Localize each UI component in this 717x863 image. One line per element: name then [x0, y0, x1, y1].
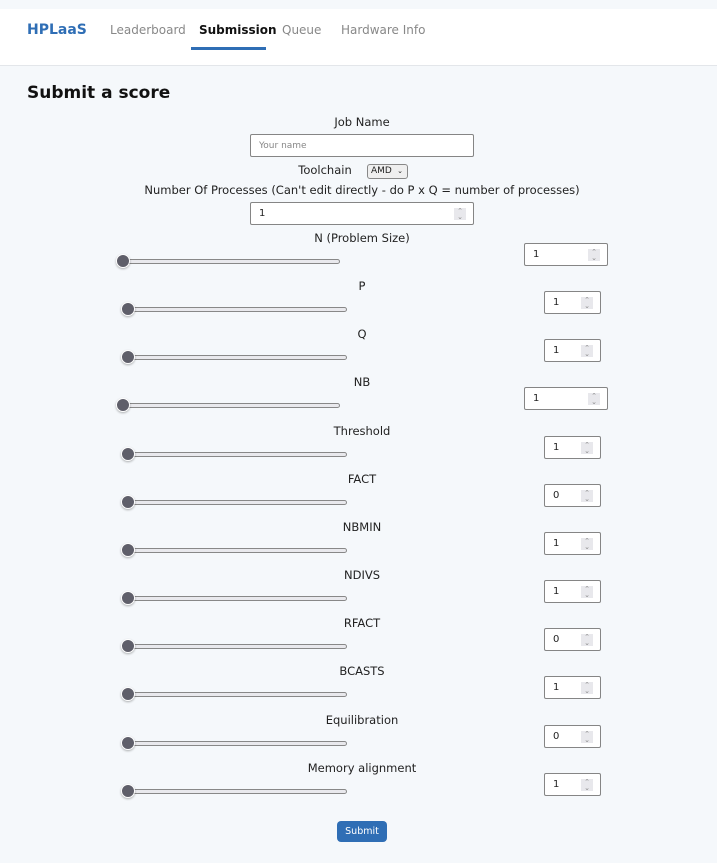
nb-value: 1	[533, 393, 540, 404]
bcasts-slider-thumb[interactable]	[121, 687, 135, 701]
equilibration-input[interactable]: 0 ⌃ ⌄	[544, 725, 601, 748]
ndivs-input[interactable]: 1 ⌃ ⌄	[544, 580, 601, 603]
nb-slider[interactable]	[118, 403, 340, 408]
fact-label: FACT	[347, 472, 377, 486]
equilibration-slider[interactable]	[123, 741, 347, 746]
fact-input[interactable]: 0 ⌃ ⌄	[544, 484, 601, 507]
q-label: Q	[357, 327, 367, 341]
p-label: P	[358, 279, 366, 293]
bcasts-value: 1	[553, 682, 560, 693]
spinner-icon[interactable]: ⌃ ⌄	[581, 585, 593, 598]
threshold-label: Threshold	[333, 424, 391, 438]
n-problem-size-value: 1	[533, 249, 540, 260]
rfact-slider-thumb[interactable]	[121, 639, 135, 653]
job-name-label: Job Name	[334, 115, 390, 129]
q-slider-thumb[interactable]	[121, 350, 135, 364]
spinner-icon[interactable]: ⌃ ⌄	[581, 633, 593, 646]
n-problem-size-slider[interactable]	[118, 259, 340, 264]
chevron-down-icon: ⌄	[397, 167, 403, 175]
equilibration-value: 0	[553, 731, 560, 742]
nbmin-label: NBMIN	[342, 520, 382, 534]
page-title: Submit a score	[27, 83, 171, 103]
processes-label: Number Of Processes (Can't edit directly…	[144, 183, 580, 197]
nbmin-input[interactable]: 1 ⌃ ⌄	[544, 532, 601, 555]
n-problem-size-slider-thumb[interactable]	[116, 254, 130, 268]
memory-alignment-label: Memory alignment	[307, 761, 417, 775]
threshold-slider[interactable]	[123, 452, 347, 457]
bcasts-input[interactable]: 1 ⌃ ⌄	[544, 676, 601, 699]
toolchain-select[interactable]: AMD ⌄	[367, 164, 408, 179]
ndivs-label: NDIVS	[343, 568, 381, 582]
job-name-placeholder: Your name	[259, 140, 307, 151]
q-slider[interactable]	[123, 355, 347, 360]
threshold-value: 1	[553, 442, 560, 453]
spinner-icon[interactable]: ⌃ ⌄	[581, 344, 593, 357]
processes-input[interactable]: 1 ⌃ ⌄	[250, 202, 474, 225]
spinner-icon[interactable]: ⌃ ⌄	[581, 681, 593, 694]
equilibration-label: Equilibration	[325, 713, 399, 727]
bcasts-slider[interactable]	[123, 692, 347, 697]
submit-button[interactable]: Submit	[337, 821, 387, 842]
toolchain-value: AMD	[371, 166, 392, 176]
spinner-icon[interactable]: ⌃ ⌄	[588, 392, 600, 405]
p-input[interactable]: 1 ⌃ ⌄	[544, 291, 601, 314]
rfact-input[interactable]: 0 ⌃ ⌄	[544, 628, 601, 651]
tab-queue[interactable]: Queue	[282, 23, 322, 37]
spinner-icon[interactable]: ⌃ ⌄	[581, 489, 593, 502]
n-problem-size-input[interactable]: 1 ⌃ ⌄	[524, 243, 608, 266]
tab-submission[interactable]: Submission	[199, 23, 277, 37]
n-problem-size-label: N (Problem Size)	[314, 231, 410, 245]
p-value: 1	[553, 297, 560, 308]
spinner-icon[interactable]: ⌃ ⌄	[581, 537, 593, 550]
ndivs-slider[interactable]	[123, 596, 347, 601]
fact-value: 0	[553, 490, 560, 501]
tab-leaderboard[interactable]: Leaderboard	[110, 23, 186, 37]
threshold-input[interactable]: 1 ⌃ ⌄	[544, 436, 601, 459]
nb-input[interactable]: 1 ⌃ ⌄	[524, 387, 608, 410]
rfact-label: RFACT	[343, 616, 381, 630]
brand-logo[interactable]: HPLaaS	[27, 22, 87, 38]
q-value: 1	[553, 345, 560, 356]
navbar: HPLaaS Leaderboard Submission Queue Hard…	[0, 9, 717, 66]
spinner-icon[interactable]: ⌃ ⌄	[581, 296, 593, 309]
active-tab-indicator	[191, 47, 266, 50]
rfact-slider[interactable]	[123, 644, 347, 649]
spinner-icon[interactable]: ⌃ ⌄	[581, 730, 593, 743]
equilibration-slider-thumb[interactable]	[121, 736, 135, 750]
memory-alignment-slider-thumb[interactable]	[121, 784, 135, 798]
nbmin-slider[interactable]	[123, 548, 347, 553]
spinner-icon[interactable]: ⌃ ⌄	[581, 778, 593, 791]
threshold-slider-thumb[interactable]	[121, 447, 135, 461]
processes-value: 1	[259, 208, 266, 219]
ndivs-value: 1	[553, 586, 560, 597]
spinner-icon[interactable]: ⌃ ⌄	[581, 441, 593, 454]
nb-label: NB	[353, 375, 371, 389]
p-slider-thumb[interactable]	[121, 302, 135, 316]
rfact-value: 0	[553, 634, 560, 645]
bcasts-label: BCASTS	[339, 664, 385, 678]
tab-hardware-info[interactable]: Hardware Info	[341, 23, 426, 37]
job-name-input[interactable]: Your name	[250, 134, 474, 157]
ndivs-slider-thumb[interactable]	[121, 591, 135, 605]
toolchain-label: Toolchain	[298, 163, 352, 177]
memory-alignment-value: 1	[553, 779, 560, 790]
nbmin-slider-thumb[interactable]	[121, 543, 135, 557]
memory-alignment-slider[interactable]	[123, 789, 347, 794]
memory-alignment-input[interactable]: 1 ⌃ ⌄	[544, 773, 601, 796]
fact-slider-thumb[interactable]	[121, 495, 135, 509]
spinner-icon[interactable]: ⌃ ⌄	[454, 207, 466, 220]
q-input[interactable]: 1 ⌃ ⌄	[544, 339, 601, 362]
fact-slider[interactable]	[123, 500, 347, 505]
nb-slider-thumb[interactable]	[116, 398, 130, 412]
nbmin-value: 1	[553, 538, 560, 549]
p-slider[interactable]	[123, 307, 347, 312]
spinner-icon[interactable]: ⌃ ⌄	[588, 248, 600, 261]
